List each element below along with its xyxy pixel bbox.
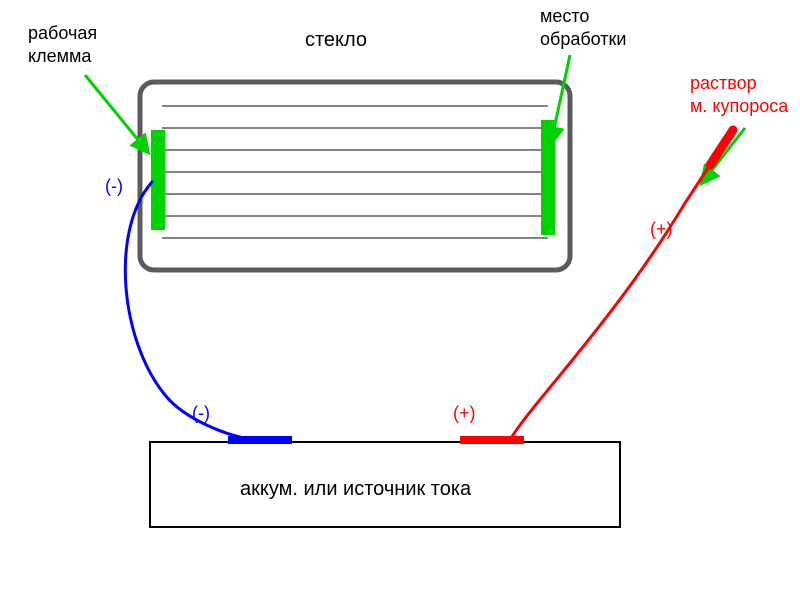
arrow-process-site (551, 55, 570, 143)
arrow-solution (702, 128, 745, 183)
label-process-site: место обработки (540, 5, 626, 50)
glass-panel (140, 82, 570, 270)
battery-positive-pad (460, 436, 524, 444)
label-work-clamp: рабочая клемма (28, 22, 97, 67)
label-solution: раствор м. купороса (690, 72, 788, 117)
label-plus-bottom: (+) (453, 402, 476, 425)
label-plus-top: (+) (650, 218, 673, 241)
label-minus-bottom: (-) (192, 402, 210, 425)
diagram-svg (0, 0, 800, 600)
battery-negative-pad (228, 436, 292, 444)
label-minus-top: (-) (105, 175, 123, 198)
label-glass-title: стекло (305, 28, 367, 53)
wire-positive-tip (710, 130, 733, 165)
right-terminal (541, 120, 555, 235)
heater-lines (162, 106, 548, 238)
left-terminal (151, 130, 165, 230)
wire-positive (510, 165, 710, 440)
wire-negative (125, 182, 255, 440)
label-battery: аккум. или источник тока (240, 477, 471, 502)
arrow-work-clamp (85, 75, 148, 152)
